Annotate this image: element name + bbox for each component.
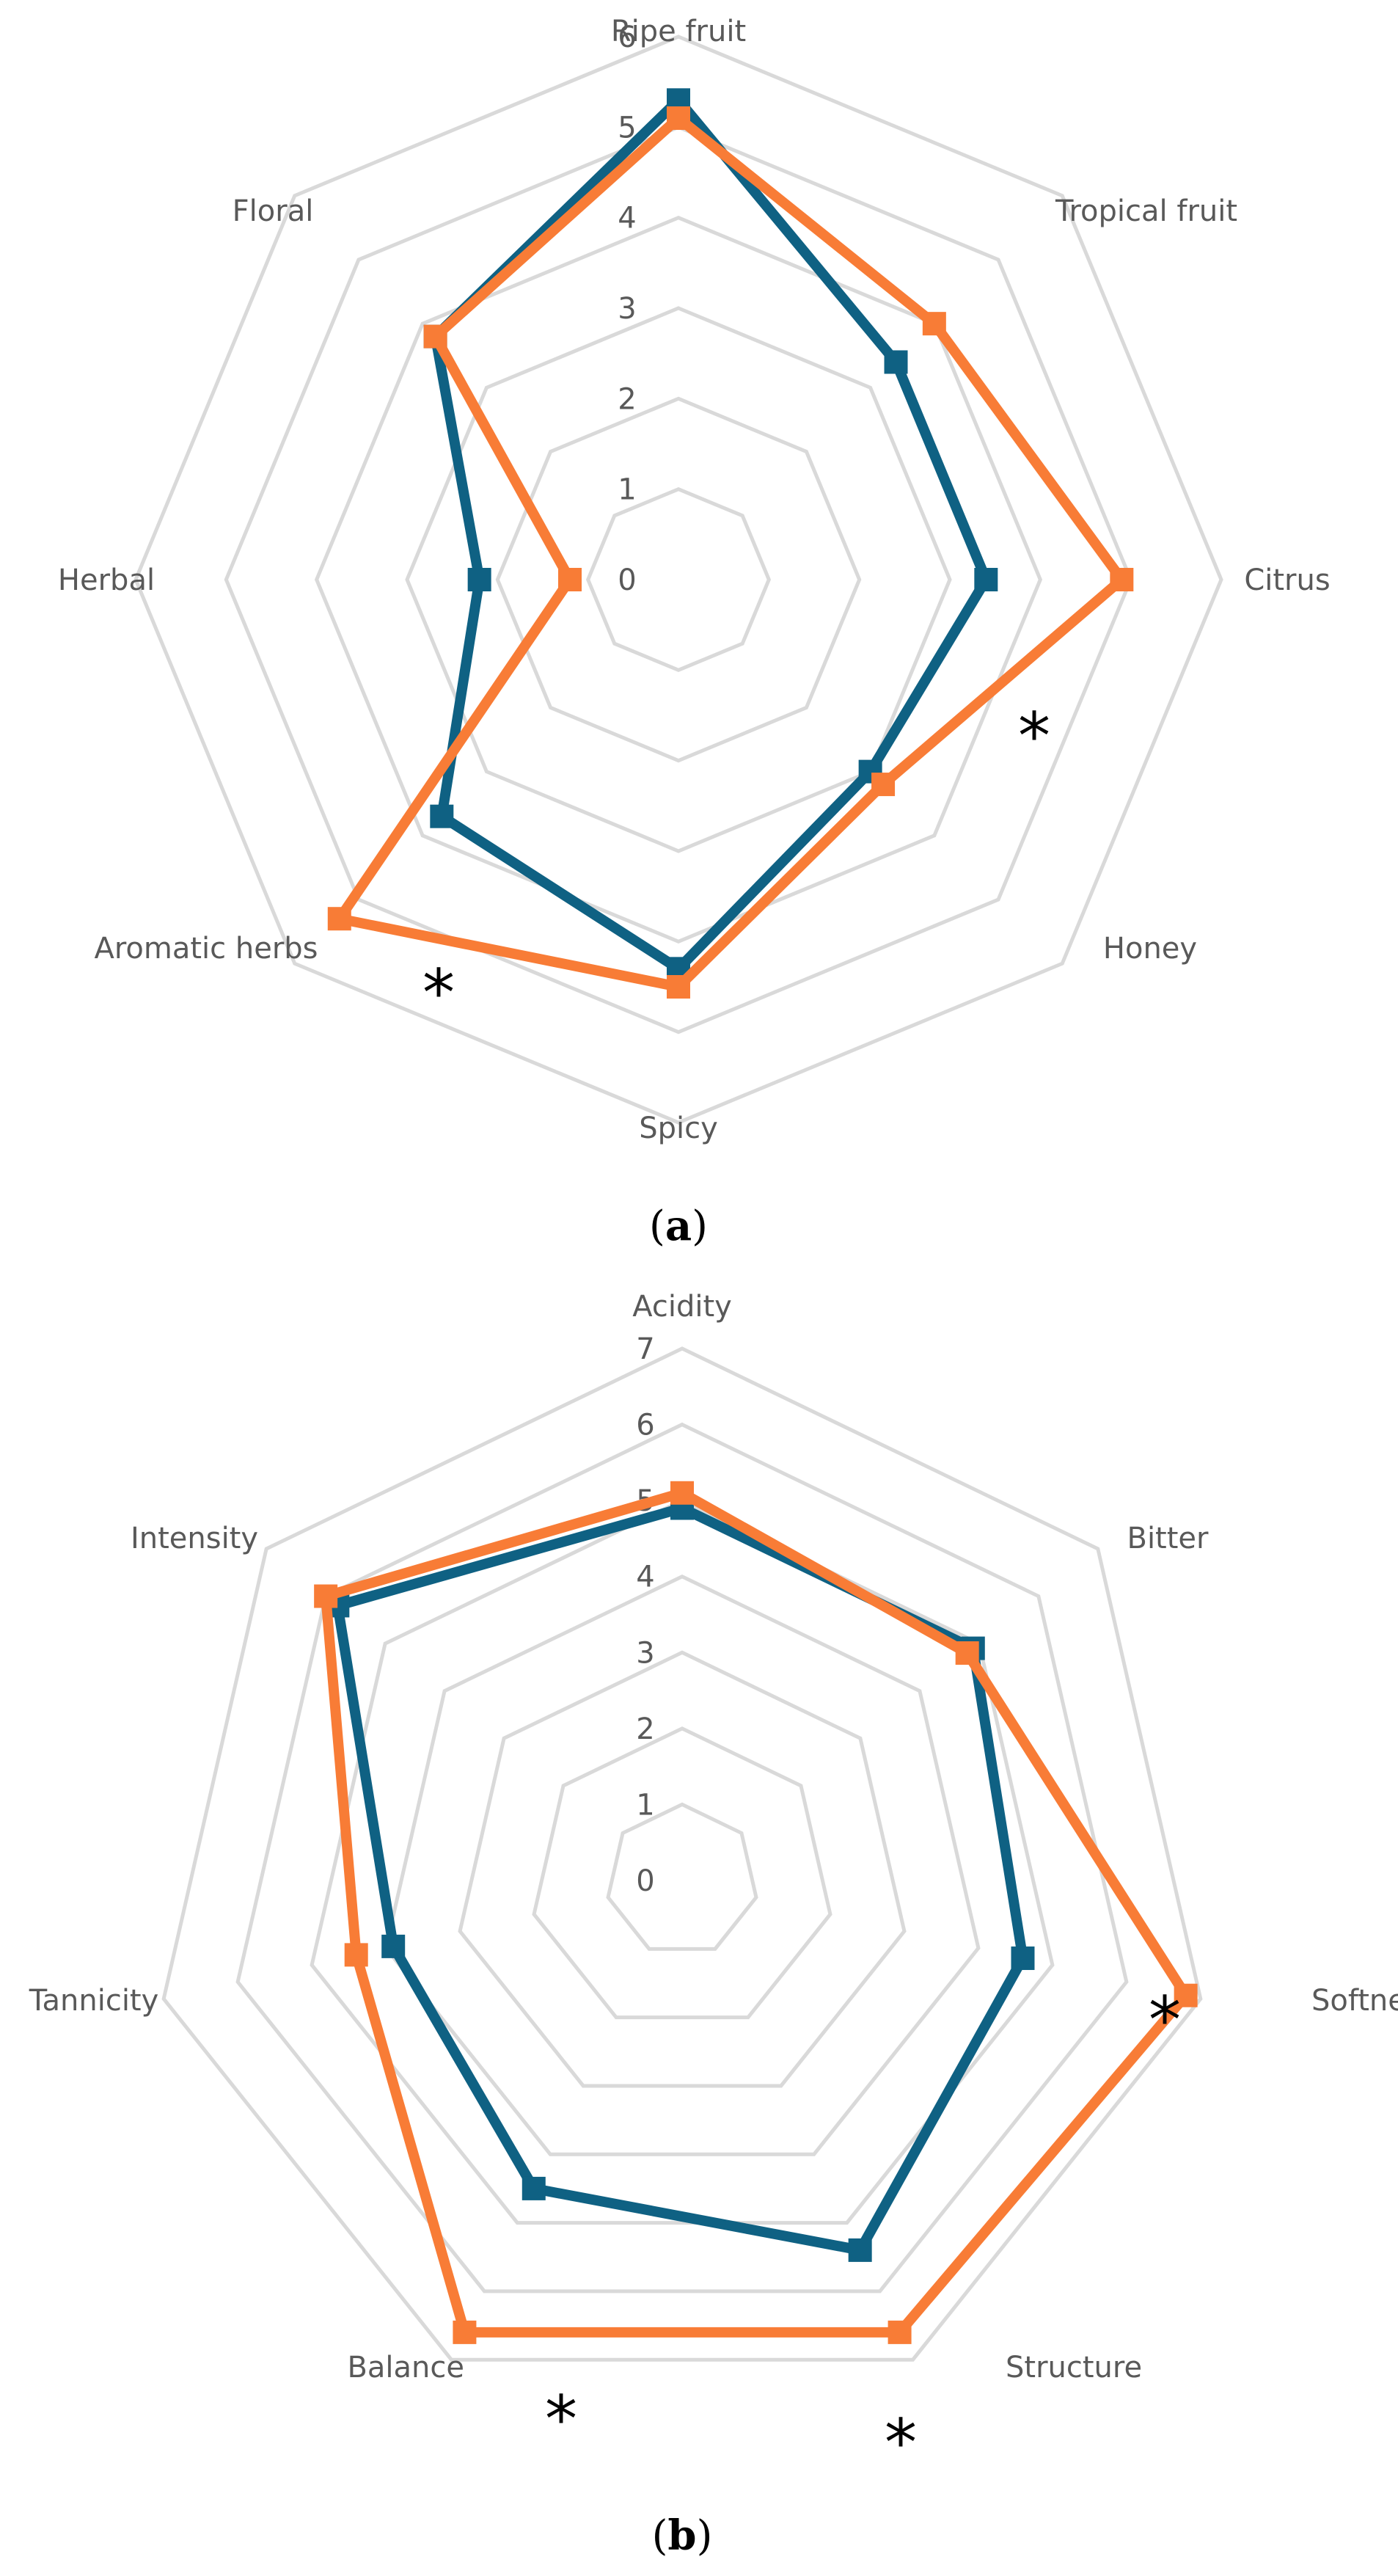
- category-label: Floral: [233, 194, 314, 228]
- series-1: [314, 1481, 1198, 2344]
- panel-label: (a): [649, 1202, 708, 1250]
- grid-ring: [133, 34, 1223, 1125]
- data-point: [1174, 1983, 1198, 2007]
- grid-ring: [314, 215, 1043, 944]
- data-point: [453, 2320, 477, 2344]
- grid-ring: [458, 1650, 907, 2088]
- series-1: [327, 106, 1134, 999]
- grid-ring: [161, 1346, 1203, 2362]
- tick-label: 1: [636, 1788, 654, 1822]
- data-point: [467, 568, 491, 591]
- data-point: [344, 1943, 368, 1967]
- series-line: [320, 1487, 1193, 2338]
- category-label: Ripe fruit: [611, 15, 746, 48]
- data-point: [430, 804, 454, 828]
- data-point: [884, 350, 908, 374]
- data-point: [667, 975, 690, 999]
- category-label: Acidity: [632, 1290, 732, 1324]
- category-label: Honey: [1103, 932, 1197, 966]
- category-label: Bitter: [1127, 1522, 1209, 1555]
- grid-ring: [585, 486, 772, 673]
- category-label: Structure: [1006, 2351, 1142, 2385]
- tick-label: 7: [636, 1332, 654, 1366]
- data-point: [558, 568, 582, 591]
- category-label: Softness: [1311, 1984, 1398, 2018]
- category-label: Intensity: [131, 1522, 258, 1555]
- significance-marker: *: [1018, 698, 1050, 774]
- grid-ring: [495, 396, 862, 763]
- series-line: [331, 111, 1129, 993]
- data-point: [974, 568, 998, 591]
- data-point: [1011, 1946, 1035, 1971]
- grid-ring: [224, 125, 1133, 1035]
- grid-ring: [235, 1422, 1129, 2294]
- data-point: [667, 106, 690, 130]
- data-point: [381, 1934, 406, 1958]
- data-point: [848, 2238, 872, 2262]
- grid-ring: [606, 1802, 758, 1951]
- data-point: [955, 1641, 979, 1665]
- tick-label: 0: [636, 1864, 654, 1898]
- tick-label: 6: [636, 1409, 654, 1442]
- significance-marker: *: [885, 2405, 917, 2481]
- data-point: [314, 1584, 338, 1608]
- grid-ring: [384, 1574, 981, 2156]
- tick-label: 4: [636, 1561, 654, 1594]
- tick-label: 1: [618, 473, 636, 507]
- category-label: Herbal: [58, 563, 155, 597]
- tick-label: 4: [618, 202, 636, 236]
- tick-label: 6: [618, 21, 636, 54]
- data-point: [521, 2176, 546, 2200]
- data-point: [670, 1481, 694, 1505]
- category-label: Tropical fruit: [1055, 194, 1237, 228]
- data-point: [423, 324, 447, 349]
- category-label: Citrus: [1244, 563, 1330, 597]
- data-point: [327, 907, 351, 931]
- category-label: Spicy: [639, 1112, 718, 1145]
- tick-label: 0: [618, 563, 636, 597]
- tick-label: 3: [636, 1636, 654, 1670]
- series-line: [332, 1503, 1028, 2256]
- data-point: [888, 2320, 912, 2344]
- significance-marker: *: [545, 2382, 577, 2457]
- data-point: [1110, 568, 1134, 591]
- significance-marker: *: [422, 955, 455, 1031]
- category-label: Balance: [347, 2351, 464, 2385]
- data-point: [871, 773, 896, 797]
- category-label: Tannicity: [29, 1984, 159, 2018]
- panel-label: (b): [652, 2511, 713, 2560]
- grid-ring: [532, 1726, 832, 2020]
- tick-label: 3: [618, 292, 636, 326]
- data-point: [922, 312, 946, 336]
- tick-label: 2: [618, 382, 636, 416]
- tick-label: 2: [636, 1712, 654, 1746]
- radar-chart-b: 01234567AcidityBitterSoftnessStructureBa…: [29, 1290, 1398, 2560]
- category-label: Aromatic herbs: [94, 932, 318, 966]
- significance-marker: *: [1149, 1982, 1181, 2058]
- series-0: [326, 1496, 1035, 2262]
